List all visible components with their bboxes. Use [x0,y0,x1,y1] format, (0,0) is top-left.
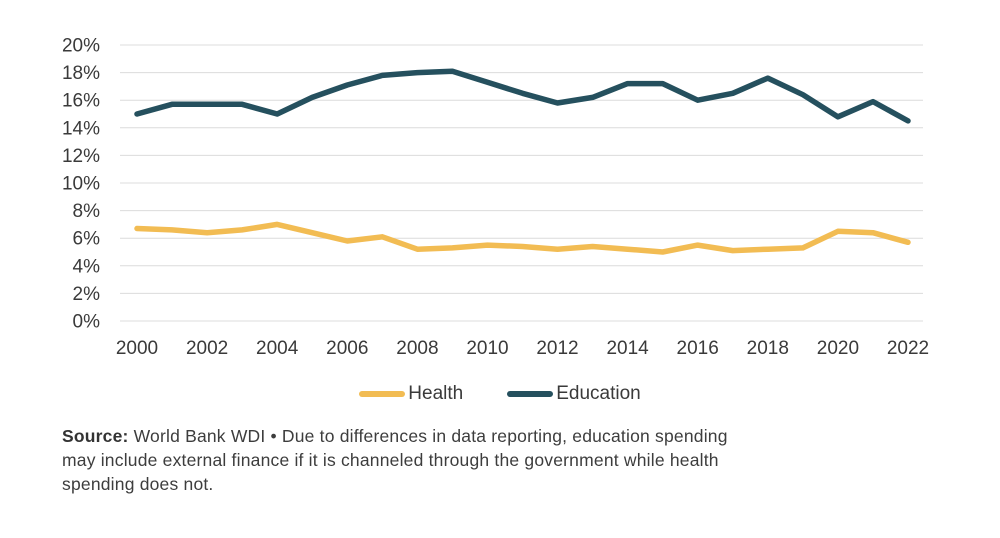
x-tick-label: 2000 [116,338,158,359]
x-tick-label: 2018 [747,338,789,359]
legend-label-health: Health [408,383,464,404]
y-tick-label: 10% [62,174,100,195]
y-tick-label: 20% [62,36,100,57]
x-tick-label: 2010 [466,338,508,359]
y-tick-label: 0% [73,312,101,333]
x-tick-label: 2022 [887,338,929,359]
y-tick-label: 8% [73,201,101,222]
y-tick-label: 14% [62,118,100,139]
legend-item-health: Health [359,383,463,405]
x-tick-label: 2014 [606,338,649,359]
y-tick-label: 12% [62,146,100,167]
x-tick-label: 2016 [677,338,719,359]
y-tick-label: 18% [62,63,100,84]
line-chart: 0% 2% 4% 6% 8% 10% 12% 14% 16% 18% 20% 2000 2002 2004… [62,36,929,360]
x-tick-label: 2020 [817,338,859,359]
x-tick-label: 2008 [396,338,438,359]
source-line-1: World Bank WDI • Due to differences in d… [133,426,728,446]
legend-item-education: Education [507,383,641,405]
series-line-education [134,68,911,124]
source-line-2: may include external finance if it is ch… [62,450,719,470]
y-tick-label: 16% [62,91,100,112]
y-tick-label: 6% [73,229,101,250]
x-tick-label: 2012 [536,338,578,359]
series-line-health [134,221,911,255]
legend-label-education: Education [556,383,641,404]
education-line-swatch [507,391,554,397]
source-note: Source: World Bank WDI • Due to differen… [62,424,960,496]
y-tick-label: 2% [73,284,101,305]
source-label: Source: [62,426,129,446]
source-line-3: spending does not. [62,474,214,494]
y-tick-label: 4% [73,256,101,277]
x-tick-label: 2002 [186,338,228,359]
x-tick-label: 2006 [326,338,368,359]
x-tick-label: 2004 [256,338,299,359]
health-line-swatch [359,391,406,397]
chart-legend: Health Education [0,383,1000,405]
